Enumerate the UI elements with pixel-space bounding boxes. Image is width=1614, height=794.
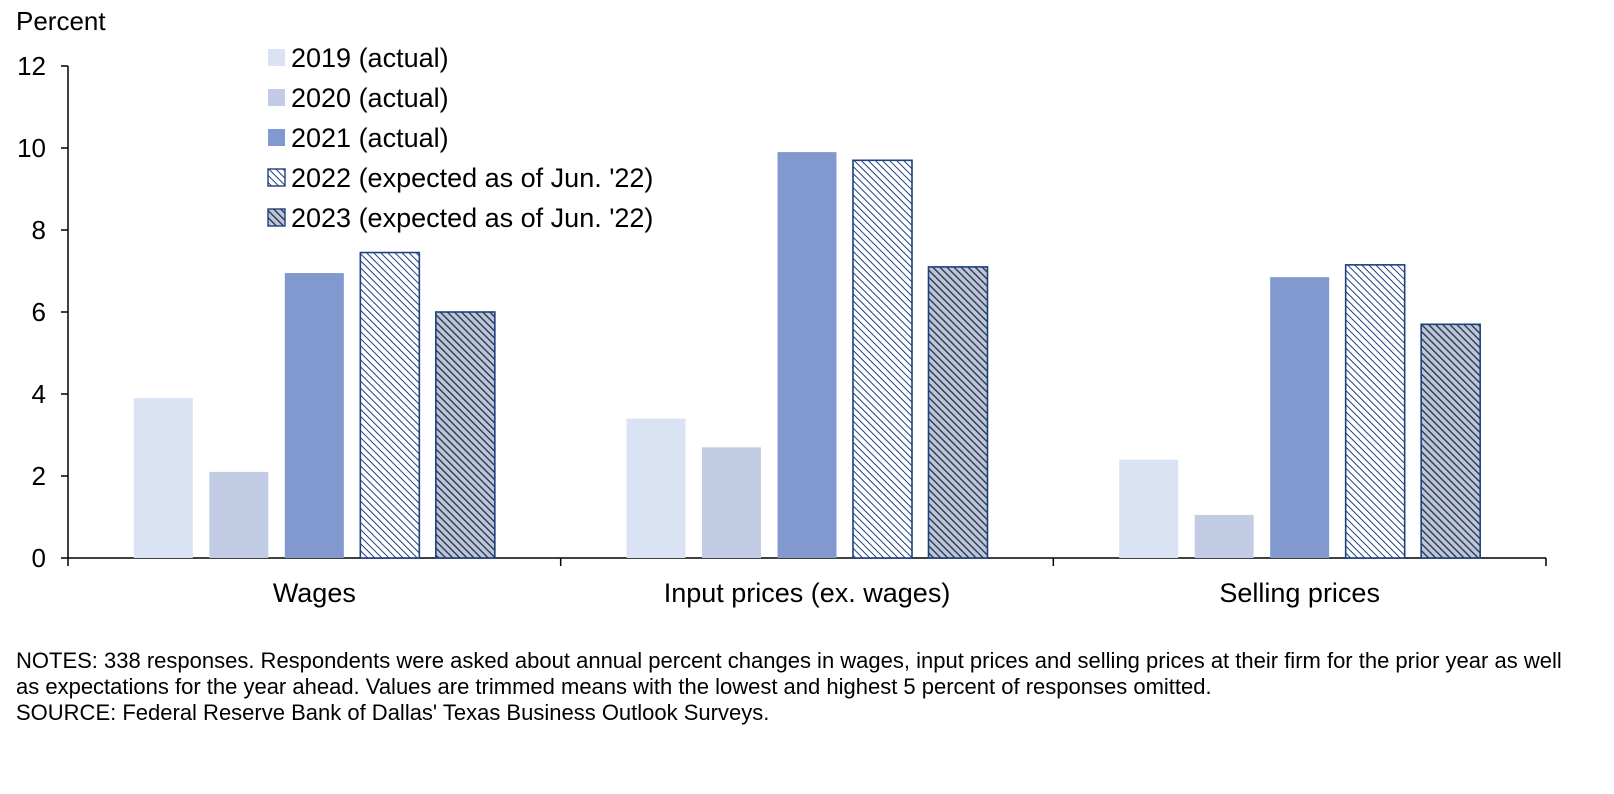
- x-tick-label: Wages: [273, 578, 356, 608]
- bars: [133, 152, 1481, 559]
- legend-swatch: [268, 49, 285, 66]
- legend-label: 2022 (expected as of Jun. '22): [291, 163, 653, 193]
- legend: 2019 (actual) 2020 (actual) 2021 (actual) 2…: [267, 43, 653, 233]
- y-tick-label: 12: [17, 51, 46, 81]
- bar: [852, 159, 913, 559]
- source-text: SOURCE: Federal Reserve Bank of Dallas' …: [16, 700, 770, 725]
- y-tick-label: 8: [32, 215, 46, 245]
- legend-label: 2020 (actual): [291, 83, 449, 113]
- bar: [1344, 264, 1406, 559]
- y-tick-label: 0: [32, 543, 46, 573]
- legend-label: 2021 (actual): [291, 123, 449, 153]
- bar: [1194, 514, 1254, 558]
- bar: [702, 447, 761, 558]
- notes: NOTES: 338 responses. Respondents were a…: [16, 648, 1586, 726]
- notes-text: NOTES: 338 responses. Respondents were a…: [16, 648, 1562, 699]
- y-tick-label: 4: [32, 379, 46, 409]
- x-axis: Wages Input prices (ex. wages) Selling pri…: [67, 557, 1547, 608]
- y-axis-title: Percent: [16, 6, 106, 36]
- bar-chart: Percent 0 2 4 6 8 10 12 Wages Input prices (ex.…: [16, 6, 1547, 608]
- bar: [777, 152, 837, 558]
- legend-swatch: [267, 208, 286, 227]
- legend-label: 2023 (expected as of Jun. '22): [291, 203, 653, 233]
- legend-swatch: [268, 89, 285, 106]
- bar: [133, 398, 193, 558]
- y-axis: 0 2 4 6 8 10 12: [17, 51, 69, 573]
- y-tick-label: 10: [17, 133, 46, 163]
- bar: [1270, 277, 1330, 558]
- x-tick-label: Input prices (ex. wages): [664, 578, 951, 608]
- y-tick-label: 6: [32, 297, 46, 327]
- bar: [626, 418, 686, 558]
- legend-label: 2019 (actual): [291, 43, 449, 73]
- bar: [359, 251, 421, 559]
- bar: [435, 311, 496, 559]
- bar: [209, 471, 269, 558]
- x-tick-label: Selling prices: [1219, 578, 1380, 608]
- y-tick-label: 2: [32, 461, 46, 491]
- bar: [927, 266, 989, 559]
- bar: [1420, 323, 1481, 559]
- legend-swatch: [267, 168, 286, 187]
- legend-swatch: [268, 129, 285, 146]
- bar: [1119, 459, 1179, 558]
- bar: [284, 273, 344, 558]
